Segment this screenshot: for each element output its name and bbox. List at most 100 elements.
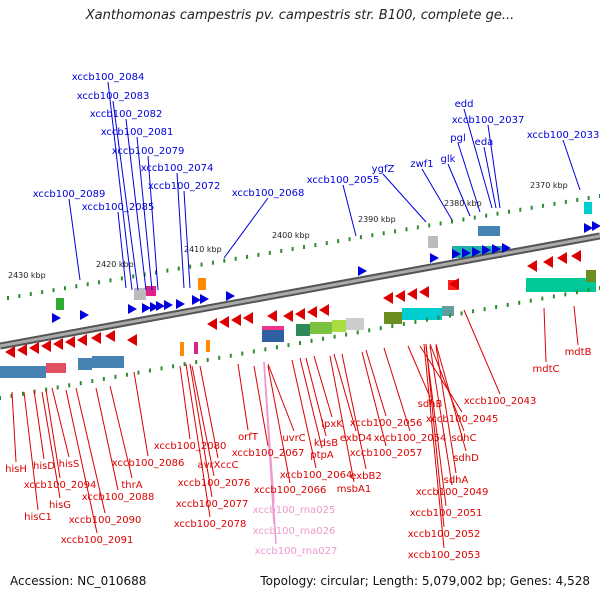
reverse-gene-label[interactable]: xccb100_2086 [112,458,185,469]
reverse-gene-arrow[interactable] [307,306,317,318]
feature-band[interactable] [310,322,332,334]
forward-gene-arrow[interactable] [462,248,471,258]
reverse-gene-label[interactable]: xccb100_2057 [350,448,423,459]
reverse-gene-arrow[interactable] [29,342,39,354]
feature-band[interactable] [428,236,438,248]
forward-gene-label[interactable]: glk [441,154,456,165]
forward-gene-arrow[interactable] [192,295,201,305]
reverse-gene-label[interactable]: xccb100_2094 [24,480,97,491]
reverse-gene-label[interactable]: lpxK [321,419,343,430]
reverse-gene-arrow[interactable] [407,288,417,300]
reverse-gene-label[interactable]: xccb100_2088 [82,492,155,503]
forward-gene-arrow[interactable] [176,299,185,309]
rna-label[interactable]: xccb100_rna027 [255,546,338,557]
reverse-gene-label[interactable]: hisG [49,500,71,511]
reverse-gene-arrow[interactable] [65,336,75,348]
reverse-gene-label[interactable]: msbA1 [337,484,372,495]
reverse-gene-label[interactable]: sdhD [453,453,479,464]
reverse-gene-label[interactable]: xccb100_2045 [426,414,499,425]
reverse-gene-label[interactable]: orfT [238,432,259,443]
reverse-gene-label[interactable]: thrA [121,480,142,491]
forward-gene-label[interactable]: xccb100_2082 [90,109,163,120]
reverse-gene-arrow[interactable] [319,304,329,316]
reverse-gene-label[interactable]: mdtC [533,364,560,375]
forward-gene-label[interactable]: xccb100_2081 [101,127,174,138]
reverse-gene-label[interactable]: xccb100_2049 [416,487,489,498]
forward-gene-arrow[interactable] [80,310,89,320]
reverse-gene-arrow[interactable] [5,346,15,358]
reverse-gene-label[interactable]: xccb100_2090 [69,515,142,526]
reverse-gene-arrow[interactable] [295,308,305,320]
forward-gene-arrow[interactable] [150,302,159,312]
feature-band[interactable] [146,286,156,296]
forward-gene-label[interactable]: xccb100_2055 [307,175,380,186]
reverse-gene-label[interactable]: uvrC [282,433,305,444]
reverse-gene-label[interactable]: sdhC [452,433,477,444]
reverse-gene-arrow[interactable] [219,316,229,328]
reverse-gene-label[interactable]: hisH [5,464,27,475]
reverse-gene-arrow[interactable] [557,252,567,264]
forward-gene-label[interactable]: xccb100_2083 [77,91,150,102]
forward-gene-arrow[interactable] [592,221,600,231]
feature-band[interactable] [584,202,592,214]
reverse-gene-label[interactable]: xccb100_2078 [174,519,247,530]
reverse-gene-arrow[interactable] [543,256,553,268]
reverse-gene-label[interactable]: xccb100_2054 [374,433,447,444]
forward-gene-arrow[interactable] [358,266,367,276]
rna-label[interactable]: xccb100_rna026 [253,526,336,537]
reverse-gene-label[interactable]: xccb100_2067 [232,448,305,459]
reverse-gene-label[interactable]: xccb100_2043 [464,396,537,407]
forward-gene-arrow[interactable] [492,244,501,254]
reverse-gene-label[interactable]: hisS [59,459,80,470]
forward-gene-label[interactable]: xccb100_2089 [33,189,106,200]
forward-gene-label[interactable]: xccb100_2079 [112,146,185,157]
forward-gene-arrow[interactable] [482,245,491,255]
feature-band[interactable] [56,298,64,310]
feature-band[interactable] [206,340,210,352]
reverse-gene-arrow[interactable] [53,338,63,350]
feature-band[interactable] [0,366,46,378]
forward-gene-label[interactable]: xccb100_2084 [72,72,145,83]
forward-gene-arrow[interactable] [472,247,481,257]
feature-band[interactable] [180,342,184,356]
forward-gene-label[interactable]: zwf1 [410,159,433,170]
forward-gene-label[interactable]: xccb100_2074 [141,163,214,174]
reverse-gene-arrow[interactable] [207,318,217,330]
reverse-gene-arrow[interactable] [419,286,429,298]
rna-label[interactable]: xccb100_rna025 [253,505,336,516]
reverse-gene-arrow[interactable] [395,290,405,302]
forward-gene-arrow[interactable] [164,300,173,310]
feature-band[interactable] [262,326,284,330]
reverse-gene-arrow[interactable] [17,344,27,356]
reverse-gene-arrow[interactable] [283,310,293,322]
reverse-gene-label[interactable]: kdsB [314,438,338,449]
forward-gene-arrow[interactable] [430,253,439,263]
feature-band[interactable] [194,342,198,354]
reverse-gene-label[interactable]: exbD4 [340,433,372,444]
reverse-gene-label[interactable]: xccb100_2056 [350,418,423,429]
forward-gene-label[interactable]: xccb100_2037 [452,115,525,126]
reverse-gene-arrow[interactable] [571,250,581,262]
forward-gene-arrow[interactable] [226,291,235,301]
reverse-gene-arrow[interactable] [127,334,137,346]
forward-gene-arrow[interactable] [584,223,593,233]
reverse-gene-arrow[interactable] [41,340,51,352]
reverse-gene-arrow[interactable] [267,310,277,322]
forward-gene-arrow[interactable] [52,313,61,323]
reverse-gene-arrow[interactable] [383,292,393,304]
forward-gene-label[interactable]: xccb100_2033 [527,130,600,141]
feature-band[interactable] [46,363,66,373]
reverse-gene-label[interactable]: xccb100_2053 [408,550,481,561]
reverse-gene-label[interactable]: avrXccC [198,460,239,471]
reverse-gene-label[interactable]: xccb100_2064 [280,470,353,481]
reverse-gene-label[interactable]: sdhA [444,475,469,486]
feature-band[interactable] [134,288,146,300]
reverse-gene-label[interactable]: xccb100_2076 [178,478,251,489]
reverse-gene-arrow[interactable] [243,312,253,324]
feature-band[interactable] [92,356,124,368]
forward-gene-label[interactable]: eda [475,137,494,148]
reverse-gene-arrow[interactable] [91,332,101,344]
feature-band[interactable] [526,278,596,292]
reverse-gene-label[interactable]: xccb100_2052 [408,529,481,540]
reverse-gene-label[interactable]: hisD [33,461,55,472]
